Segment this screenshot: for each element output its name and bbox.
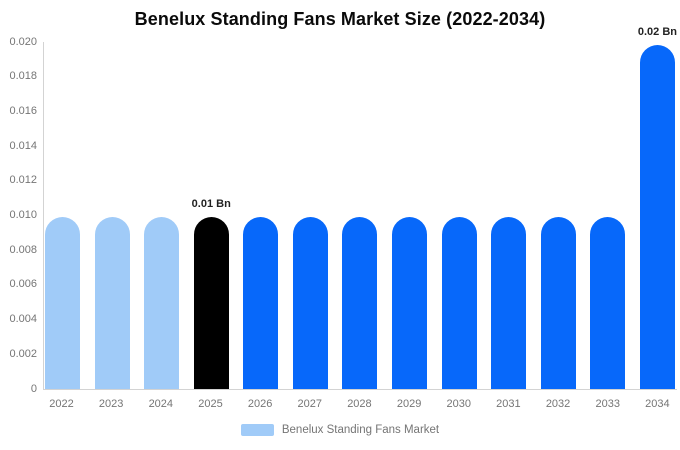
bar-2022[interactable] <box>45 217 80 389</box>
bar-2024[interactable] <box>144 217 180 389</box>
bar-2028[interactable] <box>342 217 378 389</box>
bar-2025[interactable] <box>193 217 229 389</box>
bar-2026[interactable] <box>243 217 279 389</box>
y-tick-label-0.014: 0.014 <box>9 139 37 152</box>
legend-swatch-icon <box>240 424 274 436</box>
bars-row: 0.01 Bn 0.02 Bn <box>45 26 677 389</box>
bar-2034[interactable] <box>639 45 675 389</box>
bar-slot-2034: 0.02 Bn <box>638 26 677 389</box>
y-tick-label-0.006: 0.006 <box>9 278 37 291</box>
bar-2033[interactable] <box>590 217 626 389</box>
y-tick-label-0.010: 0.010 <box>9 209 37 221</box>
bar-2030[interactable] <box>441 217 477 389</box>
x-tick-label-2032: 2032 <box>545 398 571 410</box>
x-tick-label-2022: 2022 <box>49 398 74 410</box>
bar-2029[interactable] <box>392 217 428 389</box>
bar-value-label-2025: 0.01 Bn <box>191 198 231 211</box>
y-tick-label-0.016: 0.016 <box>9 104 37 117</box>
bar-slot-2031 <box>491 42 527 389</box>
chart-title: Benelux Standing Fans Market Size (2022-… <box>134 9 546 29</box>
y-tick-label-0.012: 0.012 <box>9 174 37 187</box>
bar-2027[interactable] <box>292 217 328 389</box>
x-tick-label-2030: 2030 <box>446 398 471 410</box>
x-tick-label-2025: 2025 <box>198 398 223 410</box>
y-axis: 0 0.002 0.004 0.006 0.008 0.010 0.012 0.014 0.01… <box>0 36 37 395</box>
y-tick-label-0.004: 0.004 <box>9 313 37 326</box>
bar-slot-2027 <box>292 42 328 389</box>
legend[interactable]: Benelux Standing Fans Market <box>0 424 680 436</box>
x-tick-label-2026: 2026 <box>247 398 273 410</box>
plot-area: 0.01 Bn 0.02 Bn <box>43 26 677 390</box>
x-tick-label-2031: 2031 <box>496 398 521 410</box>
bar-slot-2033 <box>590 42 626 389</box>
bar-slot-2023 <box>94 42 130 389</box>
y-tick-label-0.020: 0.020 <box>9 35 37 48</box>
y-tick-label-0.002: 0.002 <box>9 347 37 360</box>
bar-value-label-2034: 0.02 Bn <box>637 26 678 39</box>
x-axis: 2022 2023 2024 2025 2026 2027 2028 2029 2030 2031… <box>44 398 675 410</box>
y-tick-label-0.018: 0.018 <box>9 70 37 83</box>
bar-slot-2025: 0.01 Bn <box>191 42 231 389</box>
y-tick-label-0.008: 0.008 <box>9 243 37 256</box>
bar-2032[interactable] <box>540 217 576 389</box>
bar-slot-2030 <box>441 42 477 389</box>
legend-label: Benelux Standing Fans Market <box>281 424 440 436</box>
bar-slot-2028 <box>342 42 378 389</box>
bar-slot-2026 <box>243 42 279 389</box>
x-tick-label-2024: 2024 <box>148 398 174 410</box>
x-tick-label-2034: 2034 <box>645 398 670 410</box>
x-tick-label-2033: 2033 <box>595 398 620 410</box>
x-tick-label-2028: 2028 <box>347 398 372 410</box>
bar-slot-2022 <box>45 42 80 389</box>
y-tick-label-0: 0 <box>30 382 37 395</box>
x-tick-label-2027: 2027 <box>297 398 323 410</box>
bar-slot-2029 <box>392 42 428 389</box>
x-tick-label-2029: 2029 <box>396 398 422 410</box>
bar-2031[interactable] <box>491 217 527 389</box>
bar-slot-2032 <box>540 42 576 389</box>
x-tick-label-2023: 2023 <box>98 398 124 410</box>
bar-slot-2024 <box>144 42 180 389</box>
bar-2023[interactable] <box>94 217 130 389</box>
